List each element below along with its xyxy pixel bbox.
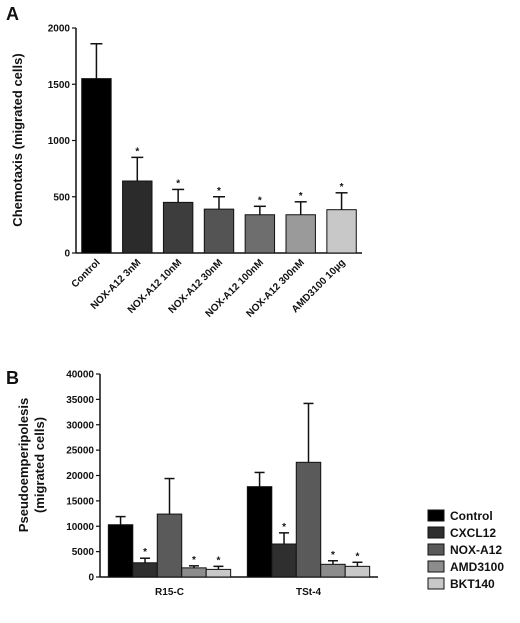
panel-b-x-tick-label: TSt-4 xyxy=(296,587,321,598)
panel-b-bar xyxy=(271,543,297,578)
panel-a-significance-marker: * xyxy=(217,186,221,197)
panel-b-legend-swatch xyxy=(427,577,445,590)
panel-b-bar xyxy=(181,567,207,578)
panel-b-legend-label: BKT140 xyxy=(450,577,495,591)
panel-a-bars: * * * * * * xyxy=(81,43,357,254)
panel-b-bar xyxy=(295,461,322,578)
panel-a-y-tick-label: 1500 xyxy=(48,80,71,91)
panel-b-label: B xyxy=(6,368,19,388)
panel-a-bar xyxy=(326,209,357,254)
panel-b-y-tick-label: 0 xyxy=(88,573,94,584)
panel-a-x-tick-label: Control xyxy=(70,257,103,290)
panel-a-y-tick-label: 500 xyxy=(53,192,70,203)
panel-b-y-tick-label: 10000 xyxy=(66,522,94,533)
panel-b-significance-marker: * xyxy=(355,551,359,562)
panel-b-legend: Control CXCL12 NOX-A12 AMD3100 BKT140 xyxy=(427,509,504,591)
panel-b-y-tick-label: 20000 xyxy=(66,471,94,482)
panel-b-legend-label: NOX-A12 xyxy=(450,543,502,557)
panel-a-bar xyxy=(122,180,153,254)
panel-b-y-tick-label: 35000 xyxy=(66,395,94,406)
panel-b-bar xyxy=(320,563,346,578)
panel-b-bar xyxy=(132,562,158,578)
panel-b-legend-swatch xyxy=(427,526,445,539)
panel-b-y-tick-label: 40000 xyxy=(66,370,94,381)
panel-b-y-axis-title-line-1: Pseudoemperipolesis xyxy=(16,398,31,532)
panel-b-significance-marker: * xyxy=(216,555,220,566)
panel-b-bar xyxy=(107,524,134,578)
panel-a-significance-marker: * xyxy=(135,146,139,157)
panel-a-chart: A Chemotaxis (migrated cells) 0 500 1000 15… xyxy=(6,4,362,320)
panel-b-y-axis-title-line-2: (migrated cells) xyxy=(32,417,47,513)
panel-b-significance-marker: * xyxy=(143,547,147,558)
panel-b-y-tick-label: 5000 xyxy=(72,547,95,558)
panel-b-bar xyxy=(344,565,371,578)
panel-a-bar xyxy=(244,214,276,254)
panel-a-bar xyxy=(162,201,194,254)
panel-a-significance-marker: * xyxy=(258,195,262,206)
panel-b-legend-label: Control xyxy=(450,509,493,523)
panel-a-y-tick-label: 1000 xyxy=(48,136,71,147)
panel-b-legend-label: AMD3100 xyxy=(450,560,504,574)
panel-b-significance-marker: * xyxy=(282,522,286,533)
panel-a-y-tick-label: 0 xyxy=(64,249,70,260)
panel-a-bar xyxy=(81,78,112,254)
panel-b-bars: * * * * * * xyxy=(107,402,371,578)
panel-b-significance-marker: * xyxy=(192,555,196,566)
panel-a-bar xyxy=(203,208,235,254)
panel-b-legend-swatch xyxy=(427,543,445,556)
panel-a-y-axis-title: Chemotaxis (migrated cells) xyxy=(10,53,25,226)
panel-b-legend-label: CXCL12 xyxy=(450,526,496,540)
panel-a-significance-marker: * xyxy=(299,191,303,202)
panel-b-chart: B Pseudoemperipolesis (migrated cells) 0… xyxy=(6,368,504,598)
panel-b-legend-swatch xyxy=(427,509,445,522)
panel-a-significance-marker: * xyxy=(176,178,180,189)
panel-b-x-tick-label: R15-C xyxy=(155,587,184,598)
panel-b-y-tick-label: 25000 xyxy=(66,446,94,457)
panel-b-bar xyxy=(205,568,232,578)
panel-b-legend-swatch xyxy=(427,560,445,573)
panel-a-significance-marker: * xyxy=(340,182,344,193)
panel-a-label: A xyxy=(6,4,19,24)
panel-b-bar xyxy=(156,513,183,578)
panel-a-y-tick-label: 2000 xyxy=(48,24,71,35)
panel-b-y-tick-label: 15000 xyxy=(66,496,94,507)
panel-b-bar xyxy=(246,486,273,578)
panel-b-y-tick-label: 30000 xyxy=(66,420,94,431)
panel-a-bar xyxy=(285,214,316,254)
panel-b-significance-marker: * xyxy=(331,550,335,561)
